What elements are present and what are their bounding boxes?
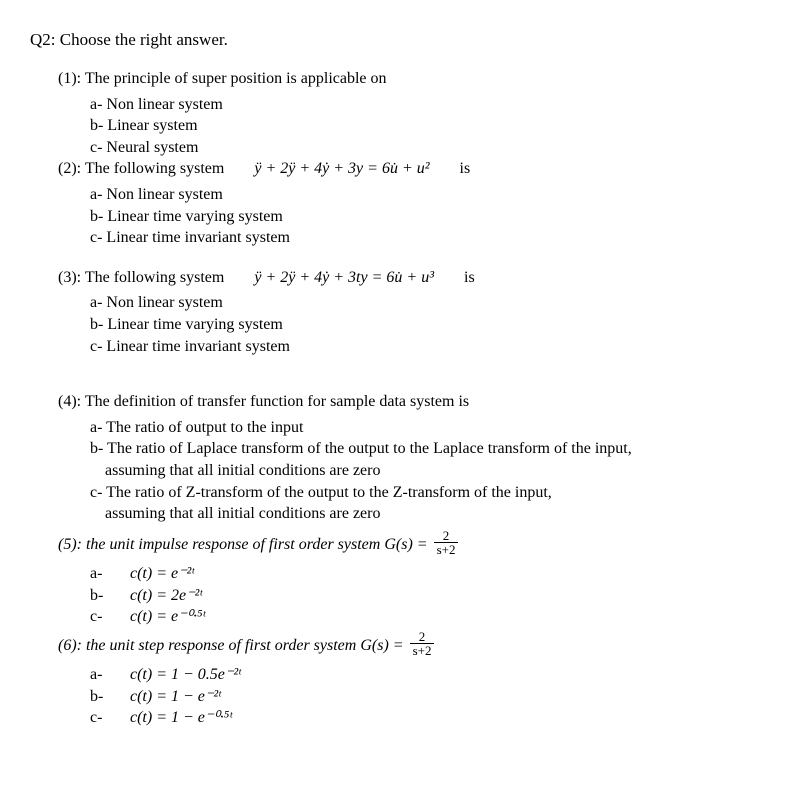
q5-c-label: c-	[90, 606, 130, 628]
q5-a-eq: c(t) = e⁻²ᵗ	[130, 563, 194, 585]
q6-frac-num: 2	[410, 630, 435, 645]
q4-opt-c-line1: c- The ratio of Z-transform of the outpu…	[90, 482, 763, 504]
q2-opt-b: b- Linear time varying system	[90, 206, 763, 228]
q3-opt-b: b- Linear time varying system	[90, 314, 763, 336]
q1-stem: (1): The principle of super position is …	[58, 68, 763, 90]
q1-opt-b: b- Linear system	[90, 115, 763, 137]
q6-stem: (6): the unit step response of first ord…	[58, 632, 763, 660]
q6-a-label: a-	[90, 664, 130, 686]
q4-opt-b-line1: b- The ratio of Laplace transform of the…	[90, 438, 763, 460]
q6-opt-b: b- c(t) = 1 − e⁻²ᵗ	[90, 686, 763, 708]
q3-opt-a: a- Non linear system	[90, 292, 763, 314]
q1-opt-a: a- Non linear system	[90, 94, 763, 116]
q3-stem-post: is	[464, 267, 475, 289]
q2-equation: ÿ + 2ÿ + 4ẏ + 3y = 6u̇ + u²	[254, 158, 429, 180]
q2-opt-a: a- Non linear system	[90, 184, 763, 206]
q5-c-eq: c(t) = e⁻⁰·⁵ᵗ	[130, 606, 205, 628]
q2-stem-pre: (2): The following system	[58, 158, 224, 180]
q4-opt-c-line2: assuming that all initial conditions are…	[105, 503, 763, 525]
question-title: Q2: Choose the right answer.	[30, 30, 763, 50]
q6-stem-text: (6): the unit step response of first ord…	[58, 635, 404, 657]
q6-a-eq: c(t) = 1 − 0.5e⁻²ᵗ	[130, 664, 241, 686]
q2-stem-post: is	[460, 158, 471, 180]
q5-opt-a: a- c(t) = e⁻²ᵗ	[90, 563, 763, 585]
q3-equation: ÿ + 2ÿ + 4ẏ + 3ty = 6u̇ + u³	[254, 267, 434, 289]
q5-opt-b: b- c(t) = 2e⁻²ᵗ	[90, 585, 763, 607]
q5-fraction: 2 s+2	[434, 529, 459, 557]
q1-opt-c: c- Neural system	[90, 137, 763, 159]
q2-opt-c: c- Linear time invariant system	[90, 227, 763, 249]
q5-a-label: a-	[90, 563, 130, 585]
q4-opt-a: a- The ratio of output to the input	[90, 417, 763, 439]
q5-b-label: b-	[90, 585, 130, 607]
q6-opt-a: a- c(t) = 1 − 0.5e⁻²ᵗ	[90, 664, 763, 686]
q6-opt-c: c- c(t) = 1 − e⁻⁰·⁵ᵗ	[90, 707, 763, 729]
q5-stem-text: (5): the unit impulse response of first …	[58, 534, 428, 556]
q6-c-eq: c(t) = 1 − e⁻⁰·⁵ᵗ	[130, 707, 232, 729]
q4-stem: (4): The definition of transfer function…	[58, 391, 763, 413]
q5-stem: (5): the unit impulse response of first …	[58, 531, 763, 559]
q6-frac-den: s+2	[410, 644, 435, 658]
q5-frac-den: s+2	[434, 543, 459, 557]
q2-stem: (2): The following system ÿ + 2ÿ + 4ẏ + …	[58, 158, 763, 180]
q5-b-eq: c(t) = 2e⁻²ᵗ	[130, 585, 202, 607]
q5-frac-num: 2	[434, 529, 459, 544]
q6-c-label: c-	[90, 707, 130, 729]
q6-b-label: b-	[90, 686, 130, 708]
q6-fraction: 2 s+2	[410, 630, 435, 658]
q3-stem: (3): The following system ÿ + 2ÿ + 4ẏ + …	[58, 267, 763, 289]
q3-stem-pre: (3): The following system	[58, 267, 224, 289]
q3-opt-c: c- Linear time invariant system	[90, 336, 763, 358]
q6-b-eq: c(t) = 1 − e⁻²ᵗ	[130, 686, 221, 708]
q5-opt-c: c- c(t) = e⁻⁰·⁵ᵗ	[90, 606, 763, 628]
q4-opt-b-line2: assuming that all initial conditions are…	[105, 460, 763, 482]
